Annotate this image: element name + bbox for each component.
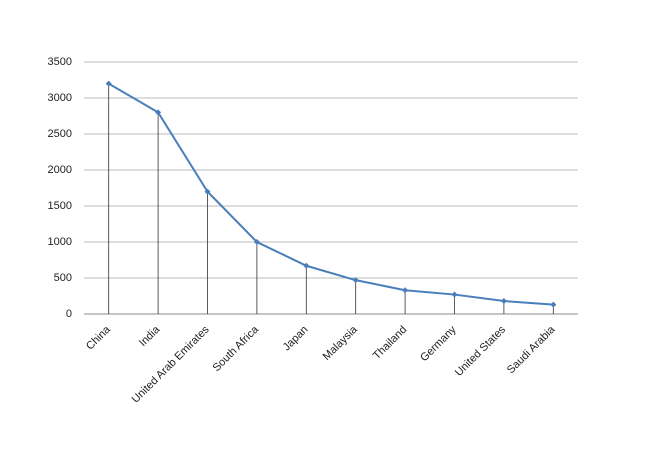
marker: [155, 109, 162, 116]
marker: [105, 80, 112, 87]
marker: [303, 262, 310, 269]
x-tick-label: India: [137, 323, 163, 349]
y-tick-label: 1000: [48, 236, 72, 248]
marker: [402, 287, 409, 294]
marker: [500, 298, 507, 305]
marker: [550, 301, 557, 308]
y-tick-label: 2500: [48, 128, 72, 140]
x-tick-label: China: [84, 323, 113, 352]
y-tick-label: 3000: [48, 92, 72, 104]
marker: [253, 239, 260, 245]
line: [108, 82, 554, 306]
marker: [204, 188, 211, 195]
x-tick-label: South Africa: [211, 323, 262, 374]
marker: [451, 291, 458, 298]
y-tick-label: 500: [54, 272, 72, 284]
x-tick-label: Thailand: [371, 324, 409, 362]
x-tick-label: Germany: [418, 323, 459, 364]
marker: [352, 277, 359, 284]
x-tick-label: Saudi Arabia: [505, 323, 558, 376]
x-tick-label: Malaysia: [321, 323, 361, 363]
y-tick-label: 1500: [48, 200, 72, 212]
y-tick-label: 3500: [48, 56, 72, 68]
x-tick-label: United States: [453, 323, 509, 379]
y-tick-label: 0: [66, 308, 72, 320]
x-tick-label: Japan: [281, 324, 311, 354]
y-tick-label: 2000: [48, 164, 72, 176]
